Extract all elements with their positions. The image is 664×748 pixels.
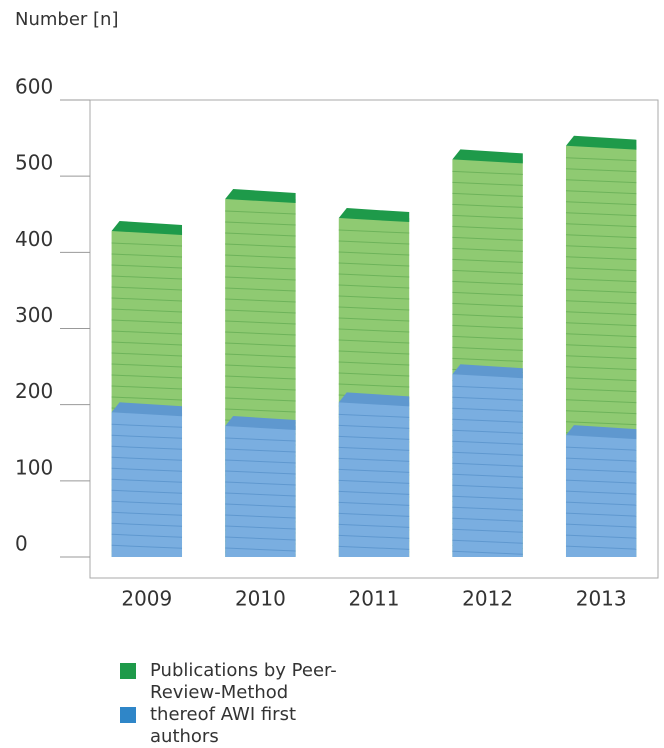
legend-item: thereof AWI first authors [120,704,350,748]
y-tick-label: 200 [15,379,53,403]
x-tick-label: 2009 [121,587,172,611]
legend-label: Publications by Peer-Review-Method [150,660,350,704]
page: Number [n] 0 100 200 300 400 500 600 2009 2010 20… [0,0,664,744]
y-tick-label: 600 [15,75,53,99]
y-tick-label: 500 [15,151,53,175]
y-axis-label: Number [n] [15,9,118,30]
legend-swatch [120,707,136,723]
x-tick-label: 2012 [462,587,513,611]
legend-label: thereof AWI first authors [150,704,350,748]
legend-swatch [120,663,136,679]
y-tick-label: 100 [15,455,53,479]
x-tick-label: 2013 [576,587,627,611]
x-tick-label: 2011 [349,587,400,611]
x-tick-label: 2010 [235,587,286,611]
y-tick-label: 0 [15,532,28,556]
legend-item: Publications by Peer-Review-Method [120,660,350,704]
y-tick-label: 300 [15,303,53,327]
chart: Number [n] 0 100 200 300 400 500 600 2009 2010 20… [0,0,664,640]
bar [566,435,636,557]
y-tick-label: 400 [15,227,53,251]
